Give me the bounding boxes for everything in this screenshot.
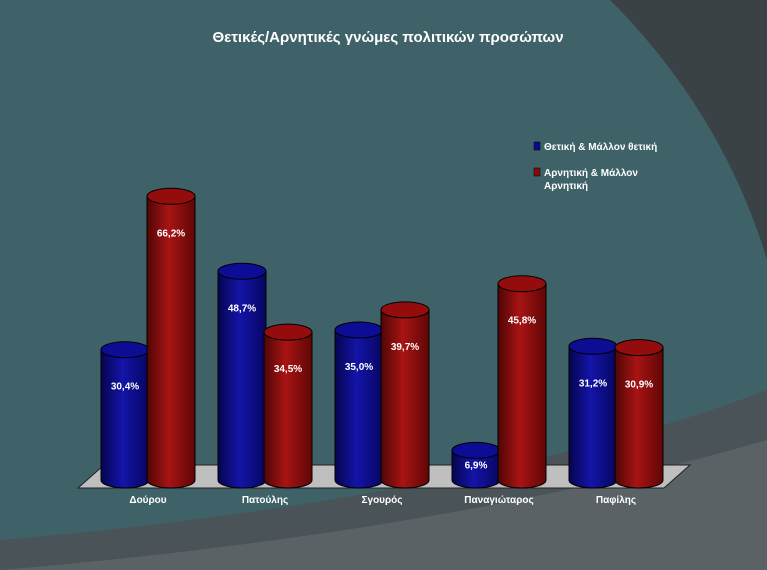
category-label: Παναγιώταρος	[464, 495, 533, 506]
bar-group: 30,4% 66,2% 48,7% 34,5% 35,0% 39,7% 6,9% 45,8% 3…	[100, 187, 664, 489]
category-label: Πατούλης	[242, 495, 288, 506]
bar-top	[263, 323, 313, 341]
category-label: Παφίλης	[596, 495, 636, 506]
bar-body	[146, 195, 196, 489]
data-label: 31,2%	[579, 378, 607, 389]
bar: 66,2%	[146, 187, 196, 489]
bar-body	[380, 309, 430, 489]
bar-top	[568, 337, 618, 355]
data-label: 45,8%	[508, 316, 536, 327]
bar-body	[497, 283, 547, 489]
corner-shape-top	[610, 0, 767, 260]
legend-swatch-negative	[533, 167, 541, 177]
bar: 45,8%	[497, 275, 547, 489]
bar: 31,2%	[568, 337, 618, 489]
chart-title: Θετικές/Αρνητικές γνώμες πολιτικών προσώ…	[212, 29, 563, 46]
bar: 30,9%	[614, 339, 664, 489]
data-label: 30,4%	[111, 382, 139, 393]
bar-top	[146, 187, 196, 205]
data-label: 39,7%	[391, 342, 419, 353]
bar-top	[614, 339, 664, 357]
bar: 34,5%	[263, 323, 313, 489]
data-label: 34,5%	[274, 364, 302, 375]
bar-top	[334, 321, 384, 339]
category-label: Δούρου	[129, 495, 166, 506]
bar-body	[100, 349, 150, 489]
bar: 30,4%	[100, 341, 150, 489]
bar-top	[497, 275, 547, 293]
bar-body	[614, 347, 664, 489]
category-label: Σγουρός	[362, 495, 403, 506]
bar-top	[380, 301, 430, 319]
bar-top	[100, 341, 150, 359]
category-labels: Δούρου Πατούλης Σγουρός Παναγιώταρος Παφίλης	[129, 495, 636, 506]
legend-label-negative: Αρνητική & Μάλλον Αρνητική	[544, 168, 641, 192]
corner-shape-bottom-light	[0, 440, 767, 570]
bar: 6,9%	[451, 441, 501, 489]
bar-body	[263, 331, 313, 489]
legend-label-positive: Θετική & Μάλλον θετική	[544, 142, 657, 153]
bar: 39,7%	[380, 301, 430, 489]
bar-top	[451, 441, 501, 459]
data-label: 35,0%	[345, 362, 373, 373]
bar: 48,7%	[217, 262, 267, 489]
data-label: 48,7%	[228, 303, 256, 314]
data-label: 66,2%	[157, 228, 185, 239]
legend: Θετική & Μάλλον θετική Αρνητική & Μάλλον…	[533, 141, 657, 192]
data-label: 30,9%	[625, 380, 653, 391]
bar-body	[568, 345, 618, 489]
bar-top	[217, 262, 267, 280]
bar-body	[334, 329, 384, 489]
bar: 35,0%	[334, 321, 384, 489]
legend-swatch-positive	[533, 141, 541, 151]
data-label: 6,9%	[465, 460, 488, 471]
